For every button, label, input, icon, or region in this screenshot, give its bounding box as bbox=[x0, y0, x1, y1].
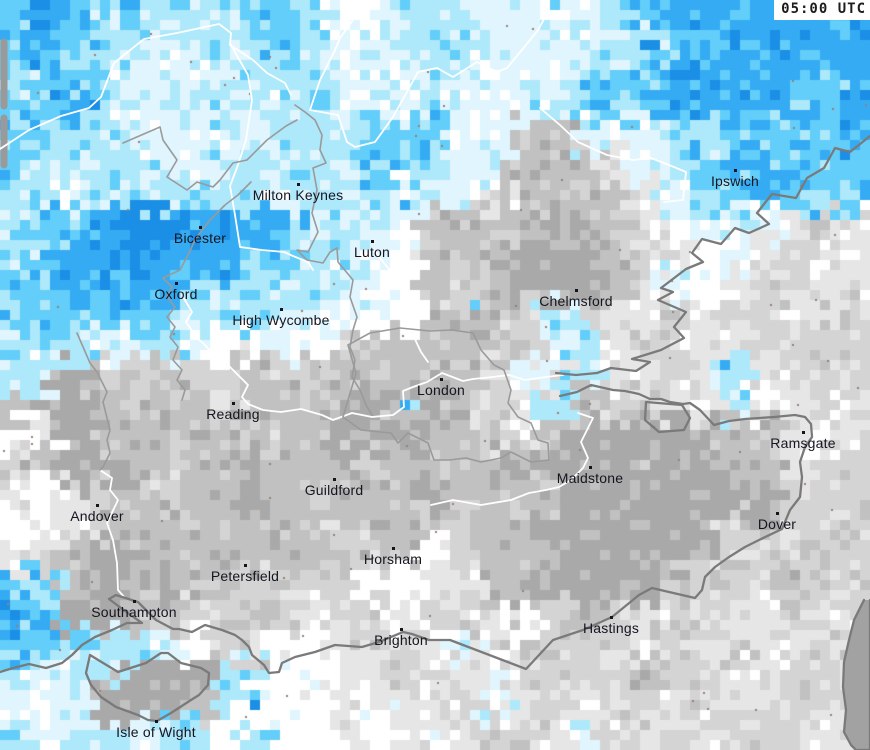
city-marker bbox=[610, 616, 613, 619]
city-marker bbox=[96, 504, 99, 507]
city-marker bbox=[400, 628, 403, 631]
county-boundary-white bbox=[181, 294, 564, 421]
city-label: Andover bbox=[70, 508, 124, 524]
city-label: Luton bbox=[353, 244, 391, 260]
city-marker bbox=[575, 289, 578, 292]
city-label: Hastings bbox=[582, 620, 640, 636]
city-marker bbox=[155, 720, 158, 723]
city-label: Petersfield bbox=[210, 568, 280, 584]
city-label: Maidstone bbox=[556, 470, 624, 486]
county-boundary-white bbox=[229, 44, 314, 271]
coastline bbox=[0, 383, 814, 675]
city-marker bbox=[297, 183, 300, 186]
city-label: Chelmsford bbox=[539, 293, 613, 309]
coastline bbox=[643, 400, 692, 434]
city-marker bbox=[244, 564, 247, 567]
city-marker bbox=[133, 600, 136, 603]
city-marker bbox=[333, 478, 336, 481]
city-label: London bbox=[417, 382, 465, 398]
city-marker bbox=[280, 308, 283, 311]
city-marker bbox=[199, 226, 202, 229]
city-marker bbox=[734, 169, 737, 172]
county-boundary-white bbox=[539, 107, 687, 203]
city-label: Isle of Wight bbox=[116, 724, 196, 740]
city-label: Dover bbox=[757, 516, 797, 532]
county-boundary-white bbox=[371, 247, 429, 363]
coastline bbox=[554, 134, 870, 377]
city-marker bbox=[392, 547, 395, 550]
county-boundary-white bbox=[99, 469, 126, 599]
city-marker bbox=[589, 466, 592, 469]
county-boundary-white bbox=[0, 23, 292, 150]
county-boundary-white bbox=[309, 0, 549, 148]
city-label: High Wycombe bbox=[232, 312, 330, 328]
county-boundary-white bbox=[430, 412, 594, 506]
city-label: Southampton bbox=[91, 604, 177, 620]
france-landmass bbox=[841, 598, 870, 750]
county-boundary-gray bbox=[122, 119, 298, 191]
city-marker bbox=[175, 282, 178, 285]
timestamp-badge: 05:00 UTC bbox=[774, 0, 870, 20]
city-label: Guildford bbox=[304, 482, 364, 498]
city-label: Bicester bbox=[173, 230, 227, 246]
coastline bbox=[84, 651, 211, 723]
city-label: Milton Keynes bbox=[252, 187, 344, 203]
county-boundary-gray bbox=[162, 181, 252, 401]
city-marker bbox=[232, 402, 235, 405]
city-marker bbox=[776, 512, 779, 515]
city-marker bbox=[371, 240, 374, 243]
city-label: Oxford bbox=[154, 286, 198, 302]
county-boundary-gray bbox=[342, 327, 550, 463]
city-label: Horsham bbox=[363, 551, 423, 567]
city-label: Ramsgate bbox=[770, 435, 836, 451]
city-marker bbox=[440, 378, 443, 381]
county-boundary-gray bbox=[76, 332, 111, 471]
city-label: Brighton bbox=[374, 632, 428, 648]
city-label: Reading bbox=[206, 406, 260, 422]
city-label: Ipswich bbox=[710, 173, 760, 189]
county-boundary-gray bbox=[294, 104, 373, 416]
city-marker bbox=[802, 431, 805, 434]
